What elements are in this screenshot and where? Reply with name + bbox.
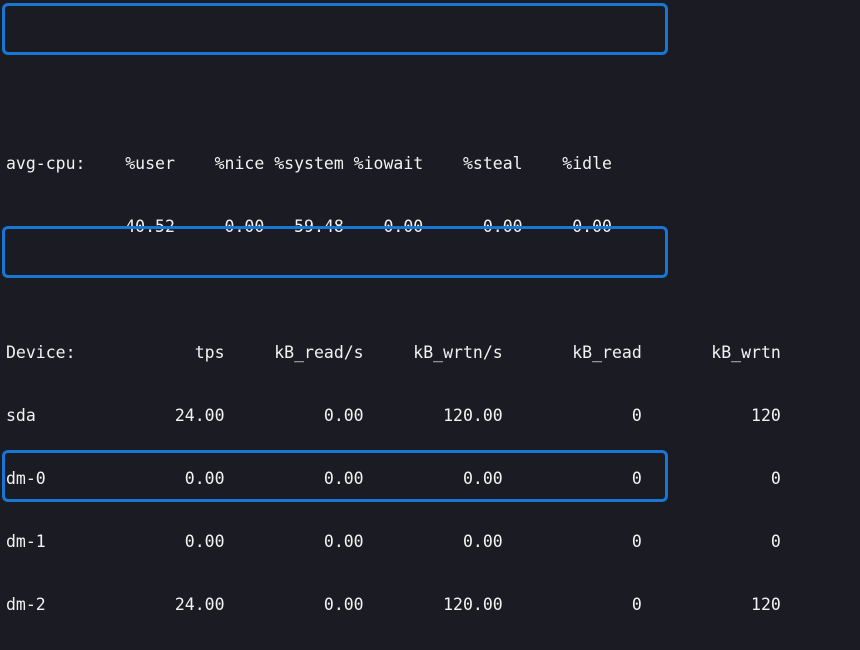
device-row: dm-0 0.00 0.00 0.00 0 0: [6, 468, 854, 489]
device-row: dm-1 0.00 0.00 0.00 0 0: [6, 531, 854, 552]
device-row-text: dm-2 24.00 0.00 120.00 0 120: [6, 595, 781, 614]
blank-line: [6, 279, 854, 300]
cpu-values-row: 40.52 0.00 59.48 0.00 0.00 0.00: [6, 216, 854, 237]
device-row-text: dm-0 0.00 0.00 0.00 0 0: [6, 469, 781, 488]
highlight-box-1: [2, 3, 668, 55]
cpu-header-row: avg-cpu: %user %nice %system %iowait %st…: [6, 153, 854, 174]
device-row-text: dm-1 0.00 0.00 0.00 0 0: [6, 532, 781, 551]
cpu-values-text: 40.52 0.00 59.48 0.00 0.00 0.00: [6, 217, 612, 236]
device-row: dm-2 24.00 0.00 120.00 0 120: [6, 594, 854, 615]
device-header-text: Device: tps kB_read/s kB_wrtn/s kB_read …: [6, 343, 781, 362]
device-header-row: Device: tps kB_read/s kB_wrtn/s kB_read …: [6, 342, 854, 363]
device-row: sda 24.00 0.00 120.00 0 120: [6, 405, 854, 426]
terminal-output: avg-cpu: %user %nice %system %iowait %st…: [0, 0, 860, 650]
cpu-header-text: avg-cpu: %user %nice %system %iowait %st…: [6, 154, 612, 173]
device-row-text: sda 24.00 0.00 120.00 0 120: [6, 406, 781, 425]
